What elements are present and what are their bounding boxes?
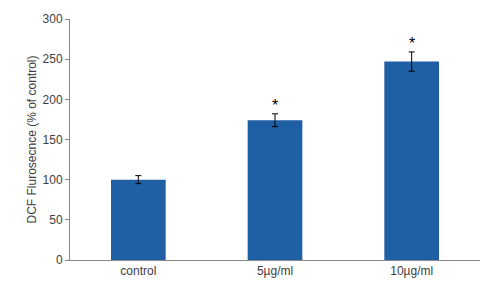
svg-text:*: * xyxy=(272,97,278,114)
svg-text:DCF Flurosecnce (% of control): DCF Flurosecnce (% of control) xyxy=(25,55,39,223)
svg-text:control: control xyxy=(120,264,156,278)
svg-text:250: 250 xyxy=(43,52,63,66)
svg-text:*: * xyxy=(409,35,415,52)
svg-text:0: 0 xyxy=(56,253,63,267)
svg-text:300: 300 xyxy=(43,12,63,26)
svg-text:100: 100 xyxy=(43,173,63,187)
svg-text:150: 150 xyxy=(43,133,63,147)
svg-text:50: 50 xyxy=(49,213,63,227)
svg-text:10µg/ml: 10µg/ml xyxy=(390,264,433,278)
svg-text:5µg/ml: 5µg/ml xyxy=(257,264,293,278)
svg-text:200: 200 xyxy=(43,93,63,107)
